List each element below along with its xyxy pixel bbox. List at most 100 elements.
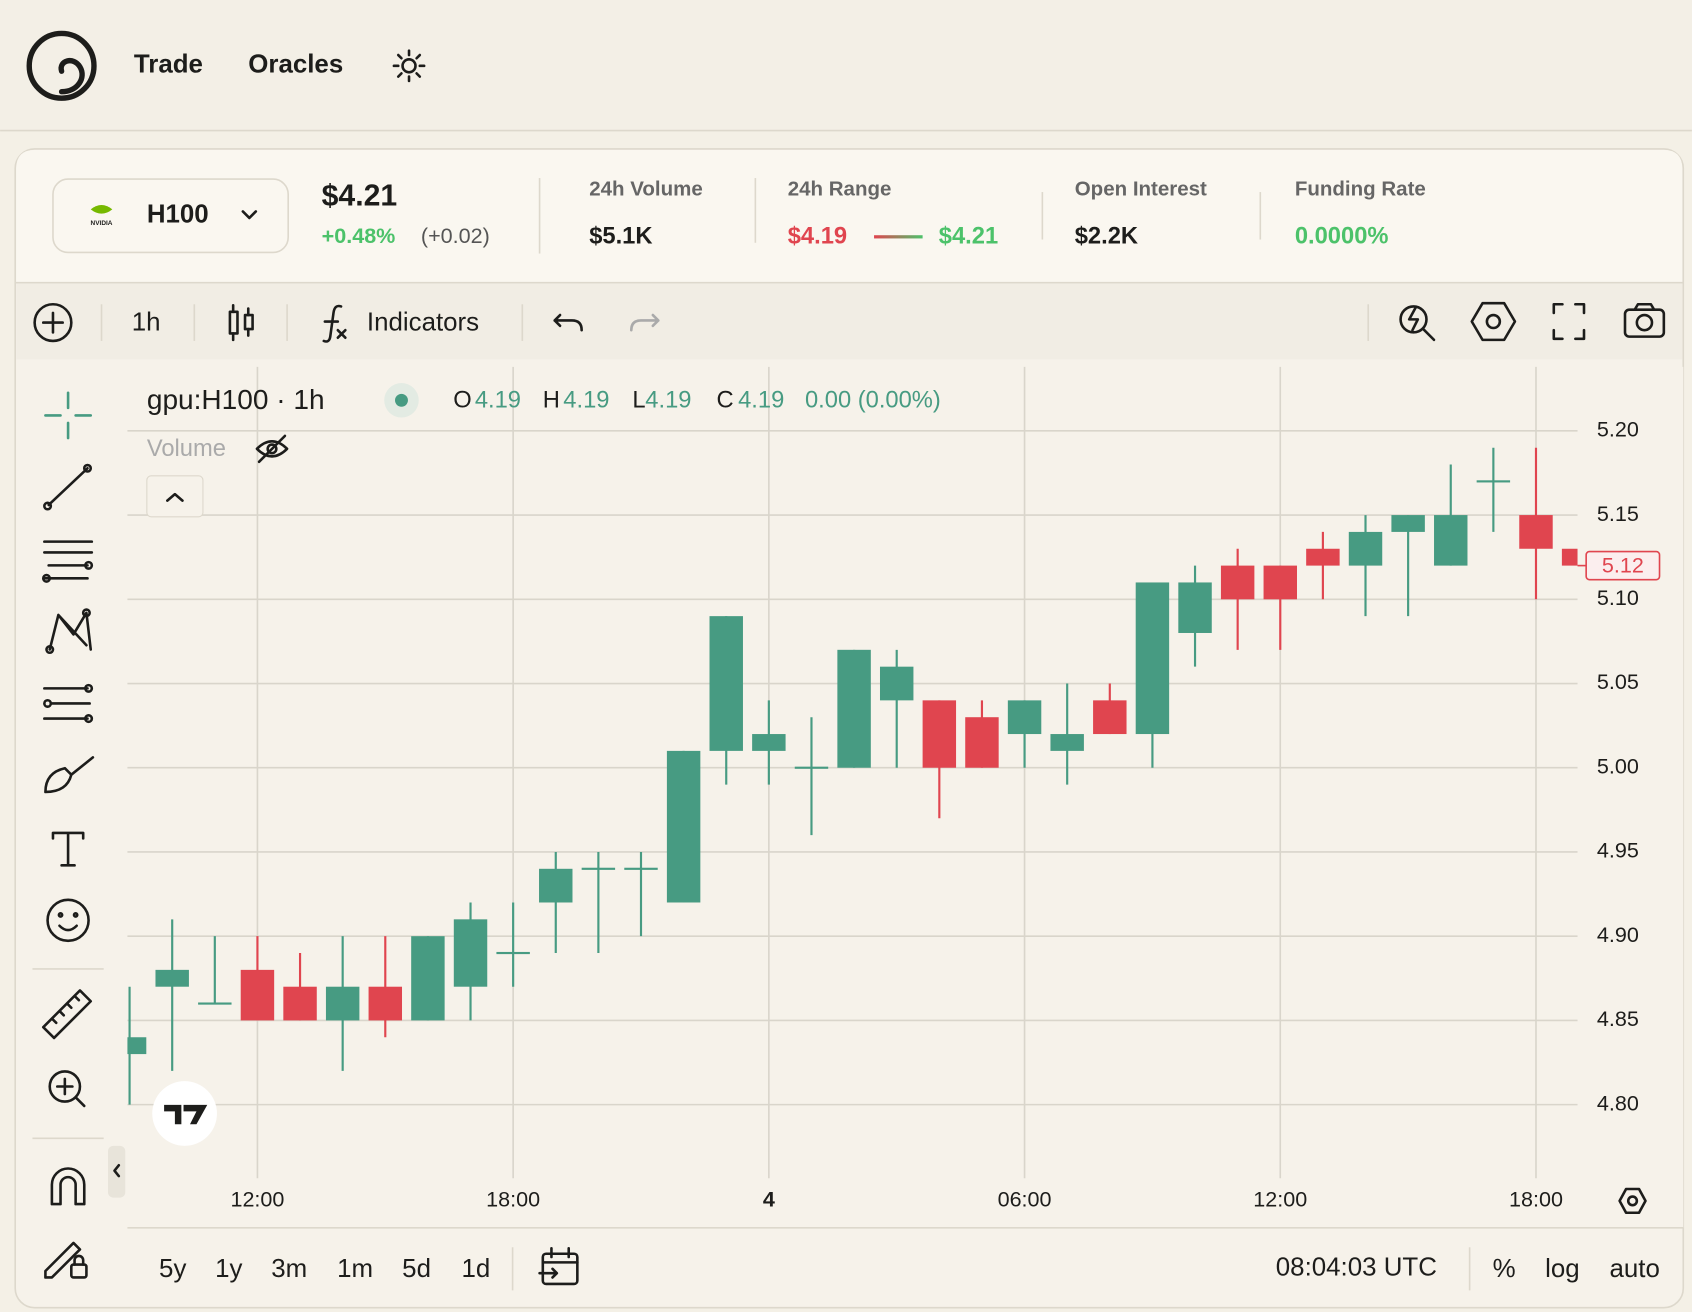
crosshair-tool[interactable] <box>44 391 93 440</box>
settings[interactable] <box>1470 301 1517 342</box>
candle-body <box>127 1037 147 1055</box>
trend-line-tool[interactable] <box>43 501 53 511</box>
fib-tool[interactable] <box>41 540 94 583</box>
quick-search[interactable] <box>1407 306 1436 342</box>
fx-icon[interactable] <box>322 304 343 343</box>
fib-tool[interactable] <box>84 560 94 570</box>
candle-body <box>709 616 743 751</box>
redo[interactable] <box>629 313 660 332</box>
fx-icon[interactable] <box>336 328 347 340</box>
text-tool[interactable] <box>51 831 85 867</box>
fib-tool[interactable] <box>41 573 52 583</box>
zoom-tool[interactable] <box>48 1070 86 1108</box>
fx-icon[interactable] <box>322 304 347 343</box>
pattern-tool[interactable] <box>45 608 93 655</box>
interval[interactable]: 1h <box>132 309 161 337</box>
pattern-tool[interactable] <box>48 611 93 651</box>
trend-line-tool[interactable] <box>47 466 89 507</box>
lock-drawings[interactable] <box>44 1241 88 1279</box>
date-range[interactable] <box>538 1247 579 1286</box>
range-button[interactable]: 1m <box>337 1255 373 1283</box>
screenshot[interactable] <box>1635 313 1654 332</box>
magnet-tool[interactable] <box>50 1167 86 1206</box>
scale-option[interactable]: log <box>1545 1255 1580 1283</box>
text-tool[interactable] <box>51 831 85 867</box>
prediction-tool[interactable] <box>43 687 91 720</box>
hide-volume[interactable] <box>255 434 289 464</box>
range-button[interactable]: 5y <box>159 1255 186 1283</box>
screenshot[interactable] <box>1633 302 1656 311</box>
tv-logo[interactable] <box>152 1081 217 1146</box>
nav-item[interactable]: Oracles <box>248 51 343 79</box>
add-symbol[interactable] <box>33 302 73 343</box>
hide-volume[interactable] <box>257 434 287 464</box>
theme-toggle[interactable] <box>392 49 426 83</box>
market-symbol[interactable]: H100 <box>147 201 209 229</box>
axis-settings[interactable] <box>1626 1195 1639 1207</box>
date-range[interactable] <box>541 1252 579 1286</box>
ruler-tool[interactable] <box>41 989 93 1040</box>
candle-body <box>1263 565 1297 600</box>
emoji-tool[interactable] <box>57 912 64 918</box>
theme-toggle[interactable] <box>392 49 426 83</box>
trend-line-tool[interactable] <box>82 463 93 473</box>
tv-logo[interactable] <box>164 1104 208 1125</box>
zoom-tool[interactable] <box>55 1077 86 1108</box>
settings[interactable] <box>1470 301 1517 342</box>
screenshot[interactable] <box>1623 302 1666 338</box>
fullscreen[interactable] <box>1552 302 1586 341</box>
prediction-tool[interactable] <box>43 683 94 724</box>
lock-drawings[interactable] <box>73 1254 85 1266</box>
axis-settings[interactable] <box>1618 1187 1647 1215</box>
chevron[interactable] <box>241 210 258 220</box>
logo[interactable] <box>26 30 97 101</box>
magnet-tool[interactable] <box>50 1167 86 1206</box>
prediction-tool[interactable] <box>84 714 94 724</box>
settings[interactable] <box>1485 313 1502 330</box>
hide-volume[interactable] <box>266 443 278 455</box>
pattern-tool[interactable] <box>81 608 91 618</box>
logo[interactable] <box>58 57 85 95</box>
chart-type[interactable] <box>231 304 250 342</box>
range-button[interactable]: 3m <box>271 1255 307 1283</box>
scale-option[interactable]: auto <box>1610 1255 1660 1283</box>
tv-logo[interactable] <box>152 1081 217 1146</box>
nav-item[interactable]: Trade <box>134 51 203 79</box>
ruler-tool[interactable] <box>41 989 93 1040</box>
emoji-tool[interactable] <box>72 912 79 918</box>
chart-type[interactable] <box>228 304 254 342</box>
prediction-tool[interactable] <box>43 698 53 709</box>
brush-tool[interactable] <box>44 756 95 794</box>
date-range[interactable] <box>538 1247 579 1279</box>
indicators-button[interactable]: Indicators <box>367 309 479 337</box>
fullscreen[interactable] <box>1552 302 1586 341</box>
emoji-tool[interactable] <box>46 898 90 943</box>
pattern-tool[interactable] <box>45 644 55 655</box>
axis-settings[interactable] <box>1618 1187 1647 1215</box>
collapse-legend[interactable] <box>146 475 204 518</box>
market-selector[interactable] <box>52 178 289 254</box>
range-button[interactable]: 1y <box>215 1255 242 1283</box>
range-button[interactable]: 5d <box>402 1255 431 1283</box>
brush-tool[interactable] <box>44 756 95 794</box>
emoji-tool[interactable] <box>58 924 79 932</box>
emoji-tool[interactable] <box>46 898 90 943</box>
screenshot[interactable] <box>1623 308 1666 338</box>
fib-tool[interactable] <box>43 540 94 580</box>
lock-drawings[interactable] <box>44 1241 82 1279</box>
trend-line-tool[interactable] <box>43 463 93 511</box>
theme-toggle[interactable] <box>401 58 417 74</box>
add-symbol[interactable] <box>33 302 73 343</box>
undo[interactable] <box>553 313 583 332</box>
prediction-tool[interactable] <box>84 683 94 693</box>
lock-drawings[interactable] <box>70 1263 88 1279</box>
quick-search[interactable] <box>1399 305 1428 334</box>
add-symbol[interactable] <box>41 311 64 334</box>
quick-search[interactable] <box>1399 305 1436 342</box>
collapse-legend-icon[interactable] <box>166 492 184 502</box>
zoom-tool[interactable] <box>48 1070 82 1103</box>
scale-option[interactable]: % <box>1493 1255 1516 1283</box>
crosshair-tool[interactable] <box>44 391 93 440</box>
collapse-arrow[interactable] <box>113 1163 121 1178</box>
range-button[interactable]: 1d <box>462 1255 491 1283</box>
